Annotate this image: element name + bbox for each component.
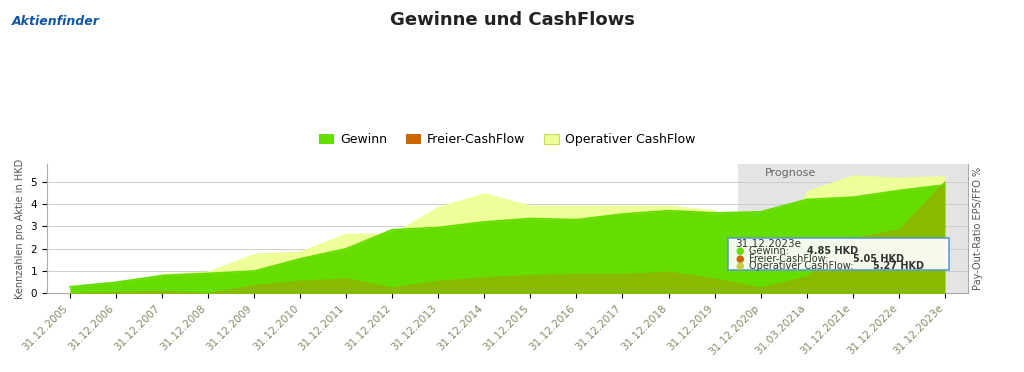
Text: Prognose: Prognose	[765, 168, 816, 178]
Text: 4.85 HKD: 4.85 HKD	[807, 247, 858, 256]
Text: 5.05 HKD: 5.05 HKD	[853, 254, 904, 264]
Text: Gewinne und CashFlows: Gewinne und CashFlows	[389, 11, 635, 29]
Text: ●: ●	[735, 261, 743, 271]
Text: Aktienfinder: Aktienfinder	[12, 15, 100, 28]
Text: Freier-CashFlow:: Freier-CashFlow:	[750, 254, 831, 264]
Text: Gewinn:: Gewinn:	[750, 247, 793, 256]
Text: 31.12.2023e: 31.12.2023e	[735, 239, 802, 249]
Text: 5.27 HKD: 5.27 HKD	[873, 261, 925, 271]
FancyBboxPatch shape	[728, 237, 949, 270]
Bar	[737, 164, 968, 294]
Y-axis label: Pay-Out-Ratio EPS/FFO %: Pay-Out-Ratio EPS/FFO %	[974, 167, 983, 290]
Text: ●: ●	[735, 254, 743, 264]
Y-axis label: Kennzahlen pro Aktie in HKD: Kennzahlen pro Aktie in HKD	[15, 158, 25, 299]
Legend: Gewinn, Freier-CashFlow, Operativer CashFlow: Gewinn, Freier-CashFlow, Operativer Cash…	[314, 128, 700, 151]
Text: Operativer CashFlow:: Operativer CashFlow:	[750, 261, 857, 271]
Text: ●: ●	[735, 247, 743, 256]
